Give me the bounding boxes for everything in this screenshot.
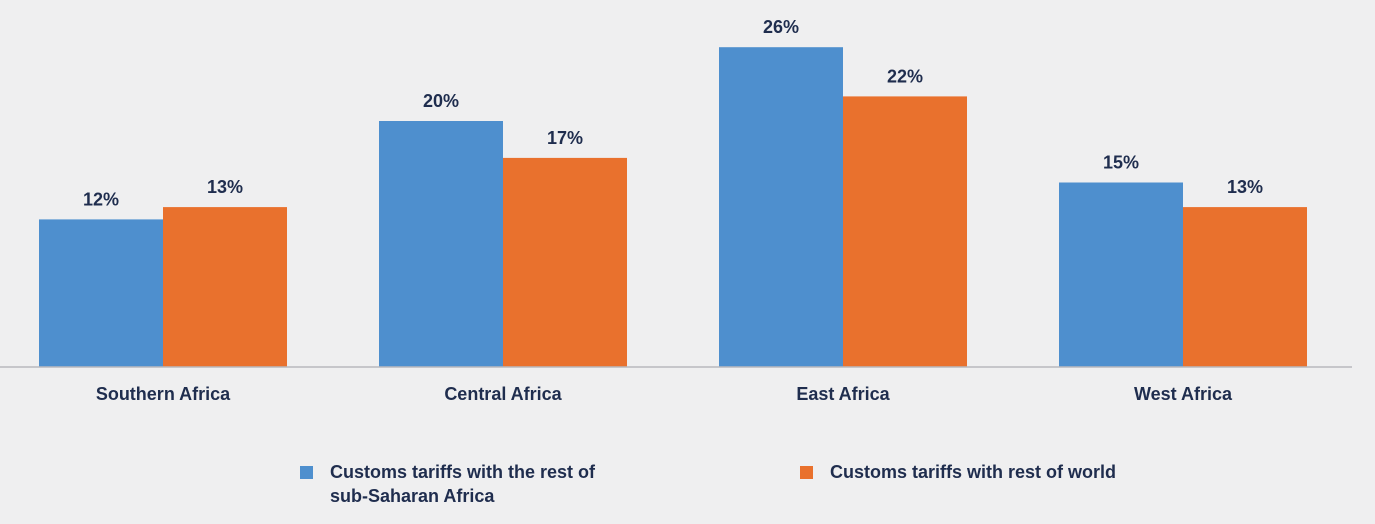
legend-swatch-blue (300, 466, 313, 479)
category-labels-group: Southern Africa Central Africa East Africa… (96, 384, 1233, 404)
bars-group (39, 47, 1307, 368)
legend-swatch-orange (800, 466, 813, 479)
category-label-east-africa: East Africa (796, 384, 890, 404)
bar-west-africa-series-2 (1183, 207, 1307, 367)
bar-east-africa-series-1 (719, 47, 843, 367)
category-label-southern-africa: Southern Africa (96, 384, 231, 404)
bar-west-africa-series-1 (1059, 182, 1183, 367)
category-label-west-africa: West Africa (1134, 384, 1233, 404)
bar-central-africa-series-1 (379, 121, 503, 367)
bar-southern-africa-series-2 (163, 207, 287, 367)
legend-label: Customs tariffs with the rest of sub-Sah… (330, 462, 596, 506)
bar-southern-africa-series-1 (39, 219, 163, 367)
bar-east-africa-series-2 (843, 96, 967, 368)
data-label: 22% (887, 66, 923, 86)
data-label: 13% (207, 177, 243, 197)
legend-label: Customs tariffs with rest of world (830, 462, 1117, 482)
data-label: 20% (423, 91, 459, 111)
data-label: 17% (547, 128, 583, 148)
value-labels-group: 12% 20% 26% 15% 13% 17% 22% 13% (83, 17, 1263, 209)
bar-central-africa-series-2 (503, 157, 627, 367)
data-label: 15% (1103, 153, 1139, 173)
data-label: 13% (1227, 177, 1263, 197)
data-label: 12% (83, 189, 119, 209)
data-label: 26% (763, 17, 799, 37)
category-label-central-africa: Central Africa (444, 384, 562, 404)
